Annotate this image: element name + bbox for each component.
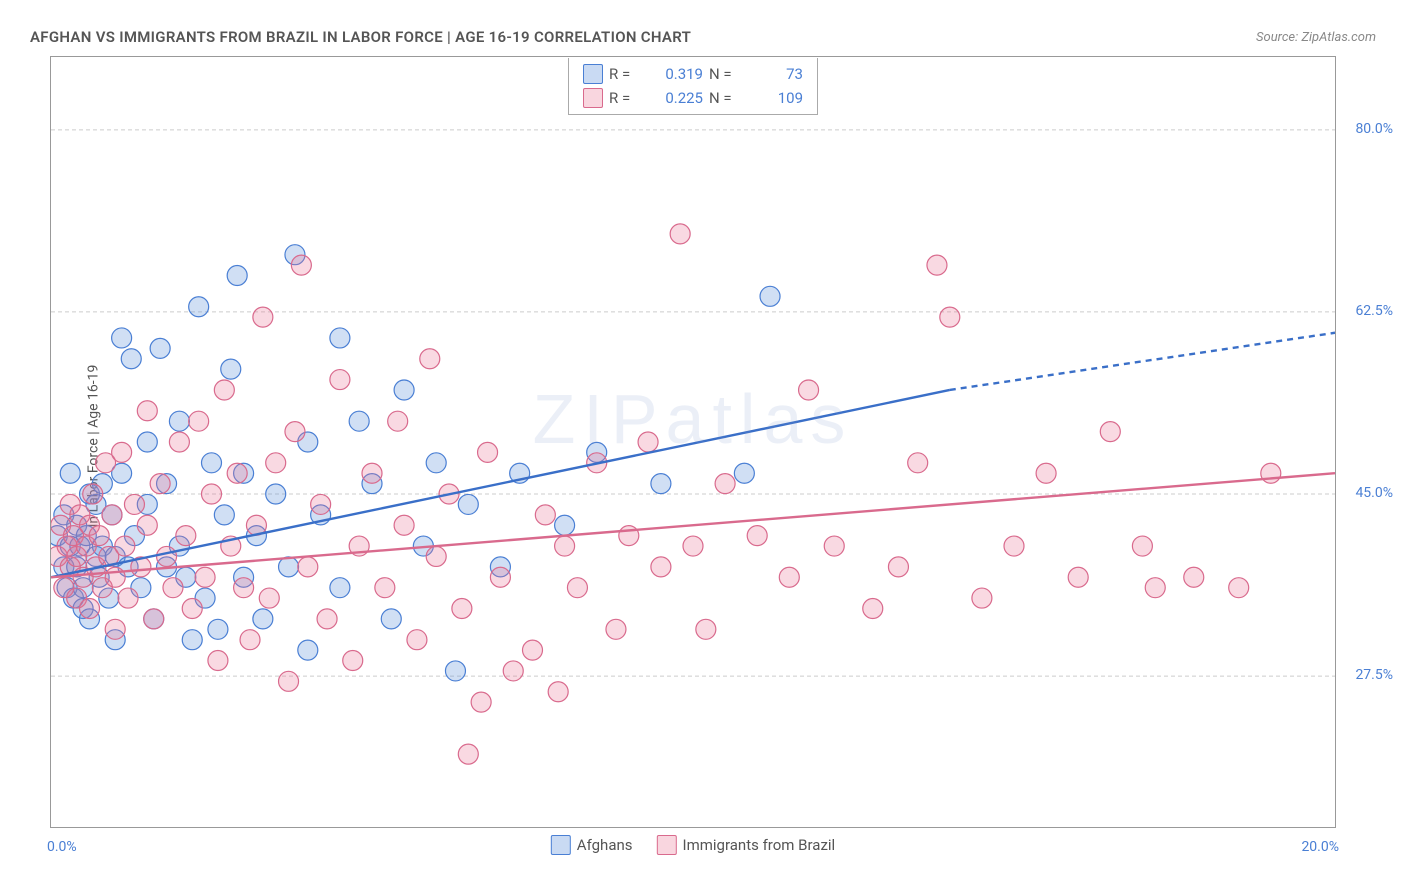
n-value: 109 [749, 89, 803, 107]
chart-svg [51, 57, 1335, 827]
r-label: R = [609, 65, 643, 83]
n-label: N = [709, 65, 743, 83]
r-value: 0.319 [649, 65, 703, 83]
r-label: R = [609, 89, 643, 107]
source-attribution: Source: ZipAtlas.com [1256, 30, 1376, 45]
y-axis-tick-label: 80.0% [1355, 121, 1393, 137]
legend-swatch-pink [657, 835, 677, 855]
zipatlas-watermark: ZIPatlas [533, 379, 854, 459]
correlation-row: R = 0.225 N = 109 [583, 88, 803, 108]
source-name: ZipAtlas.com [1301, 30, 1376, 45]
n-label: N = [709, 89, 743, 107]
correlation-legend: R = 0.319 N = 73 R = 0.225 N = 109 [568, 58, 818, 115]
page-title: AFGHAN VS IMMIGRANTS FROM BRAZIL IN LABO… [30, 28, 691, 46]
legend-label: Afghans [577, 836, 633, 854]
legend-label: Immigrants from Brazil [683, 836, 836, 854]
legend-swatch-blue [551, 835, 571, 855]
legend-item: Afghans [551, 835, 633, 855]
source-prefix: Source: [1256, 30, 1301, 45]
series-legend: Afghans Immigrants from Brazil [551, 835, 835, 855]
legend-swatch-blue [583, 64, 603, 84]
x-axis-min-label: 0.0% [47, 839, 77, 855]
y-axis-tick-label: 62.5% [1355, 303, 1393, 319]
legend-swatch-pink [583, 88, 603, 108]
r-value: 0.225 [649, 89, 703, 107]
chart-plot-area: ZIPatlas R = 0.319 N = 73 R = 0.225 N = … [50, 56, 1336, 828]
chart-header: AFGHAN VS IMMIGRANTS FROM BRAZIL IN LABO… [30, 22, 1376, 52]
x-axis-max-label: 20.0% [1301, 839, 1339, 855]
n-value: 73 [749, 65, 803, 83]
legend-item: Immigrants from Brazil [657, 835, 836, 855]
y-axis-tick-label: 27.5% [1355, 667, 1393, 683]
correlation-row: R = 0.319 N = 73 [583, 64, 803, 84]
y-axis-tick-label: 45.0% [1355, 485, 1393, 501]
